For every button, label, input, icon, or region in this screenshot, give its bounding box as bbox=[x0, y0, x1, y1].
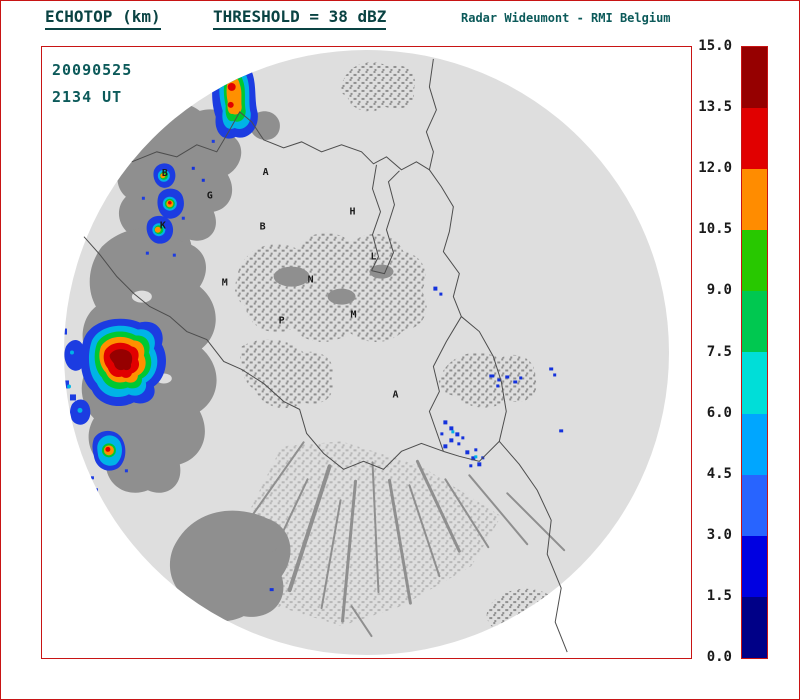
city-markers: B A G K B H L M N P M A bbox=[160, 167, 399, 401]
colorbar-segment-10.5-12.0 bbox=[742, 169, 767, 231]
city-marker-K: K bbox=[160, 221, 166, 232]
colorbar-tick: 13.5 bbox=[698, 99, 732, 116]
colorbar-tick: 0.0 bbox=[706, 649, 732, 665]
echo-kernel bbox=[273, 266, 310, 287]
storm-cell-north bbox=[211, 55, 258, 143]
observation-time: 2134 UT bbox=[52, 88, 123, 106]
border-belgium-germany bbox=[428, 169, 462, 317]
echo-speckle-south-center bbox=[240, 339, 333, 409]
colorbar-segment-7.5-9.0 bbox=[742, 291, 767, 353]
colorbar-tick: 9.0 bbox=[706, 282, 732, 299]
echo-speckle-central bbox=[235, 232, 427, 343]
city-marker-N: N bbox=[308, 275, 314, 286]
observation-datetime: 20090525 2134 UT bbox=[52, 57, 132, 111]
colorbar-tick: 12.0 bbox=[698, 160, 732, 177]
echo-blob-top-center bbox=[340, 62, 415, 112]
city-marker-P: P bbox=[279, 316, 285, 327]
radial-streaks bbox=[250, 441, 566, 638]
border-belgium-netherlands bbox=[131, 111, 430, 171]
city-marker-B: B bbox=[162, 168, 168, 179]
storm-cell-main-west bbox=[80, 318, 166, 406]
border-belgium-luxembourg bbox=[428, 316, 462, 452]
city-marker-H: H bbox=[350, 207, 356, 218]
storm-chain-northwest bbox=[141, 163, 185, 257]
city-marker-L: L bbox=[370, 252, 376, 263]
colorbar-tick: 1.5 bbox=[706, 587, 732, 604]
colorbar-segment-1.5-3.0 bbox=[742, 535, 767, 597]
city-marker-A: A bbox=[392, 389, 398, 400]
country-borders bbox=[83, 58, 568, 653]
colorbar-segment-13.5-15.0 bbox=[742, 47, 767, 109]
echo-hole bbox=[131, 290, 152, 303]
city-marker-A: A bbox=[263, 167, 269, 178]
echotop-colorbar bbox=[741, 46, 768, 659]
city-marker-B: B bbox=[260, 222, 266, 233]
colorbar-tick: 15.0 bbox=[698, 38, 732, 54]
colorbar-segment-3.0-4.5 bbox=[742, 474, 767, 536]
border-luxembourg-germany bbox=[443, 316, 507, 462]
echo-kernel bbox=[369, 264, 394, 279]
colorbar-segment-4.5-6.0 bbox=[742, 413, 767, 475]
threshold-label: THRESHOLD = 38 dBZ bbox=[213, 7, 387, 30]
colorbar-segment-6.0-7.5 bbox=[742, 352, 767, 414]
colorbar-tick: 4.5 bbox=[706, 465, 732, 482]
city-marker-G: G bbox=[207, 191, 213, 202]
colorbar-segment-12.0-13.5 bbox=[742, 108, 767, 170]
border-netherlands-germany bbox=[425, 58, 437, 170]
echo-speckle-right bbox=[439, 352, 537, 408]
colorbar-tick: 6.0 bbox=[706, 404, 732, 421]
colorbar-tick: 10.5 bbox=[698, 221, 732, 238]
storm-fringe-far-west bbox=[63, 328, 91, 425]
border-france-germany bbox=[498, 441, 568, 653]
colorbar-tick: 3.0 bbox=[706, 526, 732, 543]
echo-kernel bbox=[327, 288, 356, 305]
colorbar-segment-9.0-10.5 bbox=[742, 230, 767, 292]
source-label: Radar Wideumont - RMI Belgium bbox=[461, 11, 671, 25]
observation-date: 20090525 bbox=[52, 61, 133, 79]
colorbar-segment-0.0-1.5 bbox=[742, 596, 767, 658]
radar-map: B A G K B H L M N P M A 20090525 2134 UT bbox=[41, 46, 692, 659]
city-marker-M: M bbox=[351, 310, 357, 321]
city-marker-M: M bbox=[222, 278, 228, 289]
border-belgium-france bbox=[83, 236, 444, 470]
radar-image: B A G K B H L M N P M A bbox=[63, 49, 670, 656]
colorbar-tick: 7.5 bbox=[706, 343, 732, 360]
product-title: ECHOTOP (km) bbox=[45, 7, 161, 30]
border-dutch-limburg-east bbox=[371, 170, 400, 275]
border-dutch-limburg-west bbox=[371, 164, 382, 271]
colorbar-tick-labels: 15.0 13.5 12.0 10.5 9.0 7.5 6.0 4.5 3.0 1.5 0.0 bbox=[687, 1, 736, 699]
